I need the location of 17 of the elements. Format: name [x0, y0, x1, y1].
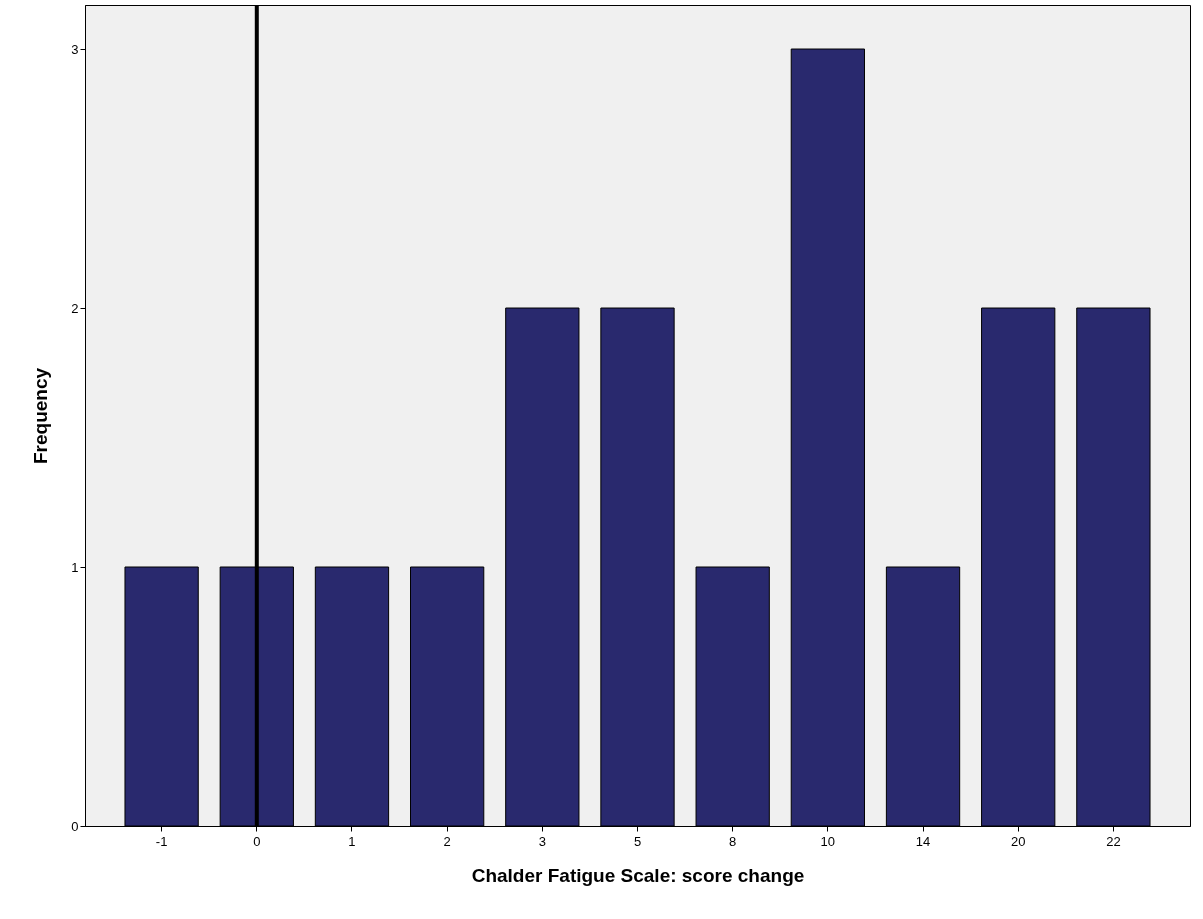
y-tick-label: 3 [71, 41, 79, 57]
x-tick-label: 1 [348, 833, 356, 849]
y-axis-title: Frequency [30, 367, 52, 465]
x-tick-label: 14 [915, 833, 931, 849]
y-tick-label: 0 [71, 818, 79, 834]
x-axis-title: Chalder Fatigue Scale: score change [471, 864, 805, 886]
x-tick-label: 22 [1106, 833, 1121, 849]
x-tick-label: 0 [253, 833, 261, 849]
y-tick-label: 2 [71, 300, 79, 316]
x-tick-label: 20 [1010, 833, 1026, 849]
x-tick-label: 3 [538, 833, 546, 849]
x-tick-label: 8 [729, 833, 737, 849]
x-tick-label: 10 [820, 833, 836, 849]
x-tick-label: 2 [443, 833, 451, 849]
y-tick-label: 1 [71, 559, 79, 575]
x-tick-label: 5 [633, 833, 642, 849]
x-tick-label: -1 [155, 833, 168, 849]
